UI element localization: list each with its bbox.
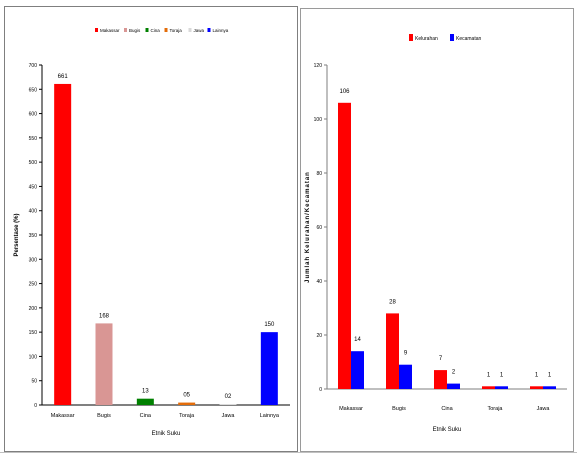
legend-label: Bugis (129, 28, 141, 33)
legend-swatch (207, 28, 211, 32)
legend-label: Kelurahan (415, 36, 438, 42)
bar-kecamatan-cina (447, 383, 460, 389)
x-axis-label: Etnik Suku (433, 427, 462, 433)
data-label: 02 (225, 394, 232, 400)
y-tick-label: 300 (29, 257, 38, 263)
legend-swatch (164, 28, 168, 32)
data-label: 1 (548, 372, 552, 378)
legend-label: Makassar (100, 28, 120, 33)
x-tick-label: Cina (140, 413, 152, 419)
legend-label: Kecamatan (456, 36, 482, 42)
y-tick-label: 20 (316, 333, 322, 339)
y-tick-label: 150 (29, 330, 38, 336)
y-tick-label: 100 (314, 117, 323, 123)
data-label: 1 (535, 372, 539, 378)
data-label: 28 (389, 299, 396, 305)
y-tick-label: 250 (29, 282, 38, 288)
x-tick-label: Toraja (179, 413, 195, 419)
y-tick-label: 400 (29, 209, 38, 215)
data-label: 05 (183, 393, 190, 399)
bar-kelurahan-jawa (530, 386, 543, 389)
x-tick-label: Lainnya (260, 413, 280, 419)
data-label: 661 (58, 74, 69, 80)
bar-jawa (219, 404, 237, 405)
legend-swatch (450, 34, 454, 41)
bar-kelurahan-cina (434, 370, 447, 389)
y-tick-label: 60 (316, 225, 322, 231)
y-tick-label: 450 (29, 184, 38, 190)
bar-cina (136, 398, 154, 405)
data-label: 7 (439, 356, 443, 362)
legend-swatch (409, 34, 413, 41)
legend-label: Toraja (170, 28, 183, 33)
y-tick-label: 40 (316, 279, 322, 285)
y-tick-label: 600 (29, 112, 38, 118)
y-tick-label: 0 (319, 387, 322, 393)
x-tick-label: Jawa (222, 413, 236, 419)
legend-swatch (145, 28, 149, 32)
bar-makassar (54, 83, 72, 405)
data-label: 9 (404, 351, 408, 357)
data-label: 14 (354, 337, 361, 343)
y-tick-label: 50 (31, 379, 37, 385)
legend-label: Cina (151, 28, 161, 33)
bar-kecamatan-jawa (543, 386, 556, 389)
legend-swatch (124, 28, 127, 32)
y-axis-label: Jumlah Kelurahan/Kecamatan (305, 171, 311, 283)
y-tick-label: 550 (29, 136, 38, 142)
legend-swatch (95, 28, 98, 32)
data-label: 1 (500, 372, 504, 378)
bar-kelurahan-bugis (386, 313, 399, 389)
bar-lainnya (260, 332, 278, 405)
bottom-divider (0, 452, 577, 453)
bar-toraja (178, 402, 196, 405)
data-label: 1 (487, 372, 491, 378)
x-tick-label: Bugis (392, 406, 406, 412)
data-label: 106 (339, 89, 350, 95)
y-axis-label: Persentase (%) (14, 213, 20, 256)
bar-kelurahan-toraja (482, 386, 495, 389)
y-tick-label: 100 (29, 354, 38, 360)
bar-kecamatan-bugis (399, 364, 412, 389)
legend-label: Jawa (194, 28, 205, 33)
y-tick-label: 500 (29, 160, 38, 166)
chart-percentage-panel: 0 50 100 150 200 250 300 350 400 450 500 550 600 650 7… (4, 6, 298, 452)
legend-label: Lainnya (213, 28, 229, 33)
y-tick-label: 700 (29, 63, 38, 69)
bar-kecamatan-makassar (351, 351, 364, 389)
chart-count: 0 20 40 60 80 100 120 106 14 Makassar 28 9 Bugis 7 2 Ci… (305, 34, 567, 433)
x-tick-label: Jawa (537, 406, 551, 412)
x-tick-label: Toraja (488, 406, 504, 412)
legend-swatch (188, 28, 192, 32)
y-tick-label: 650 (29, 87, 38, 93)
data-label: 150 (264, 322, 275, 328)
data-label: 168 (99, 313, 110, 319)
y-tick-label: 80 (316, 171, 322, 177)
y-tick-label: 350 (29, 233, 38, 239)
chart-count-panel: 0 20 40 60 80 100 120 106 14 Makassar 28 9 Bugis 7 2 Ci… (300, 8, 574, 452)
data-label: 2 (452, 370, 456, 376)
x-tick-label: Bugis (97, 413, 111, 419)
x-tick-label: Makassar (339, 406, 363, 412)
bar-kecamatan-toraja (495, 386, 508, 389)
bar-kelurahan-makassar (338, 102, 351, 390)
bar-bugis (95, 323, 113, 405)
y-tick-label: 200 (29, 306, 38, 312)
x-tick-label: Cina (441, 406, 453, 412)
data-label: 13 (142, 389, 149, 395)
y-tick-label: 0 (34, 403, 37, 409)
chart-percentage: 0501001502002503003504004505005506006507… (14, 28, 290, 437)
y-tick-label: 120 (314, 63, 323, 69)
x-tick-label: Makassar (51, 413, 75, 419)
x-axis-label: Etnik Suku (152, 431, 181, 437)
